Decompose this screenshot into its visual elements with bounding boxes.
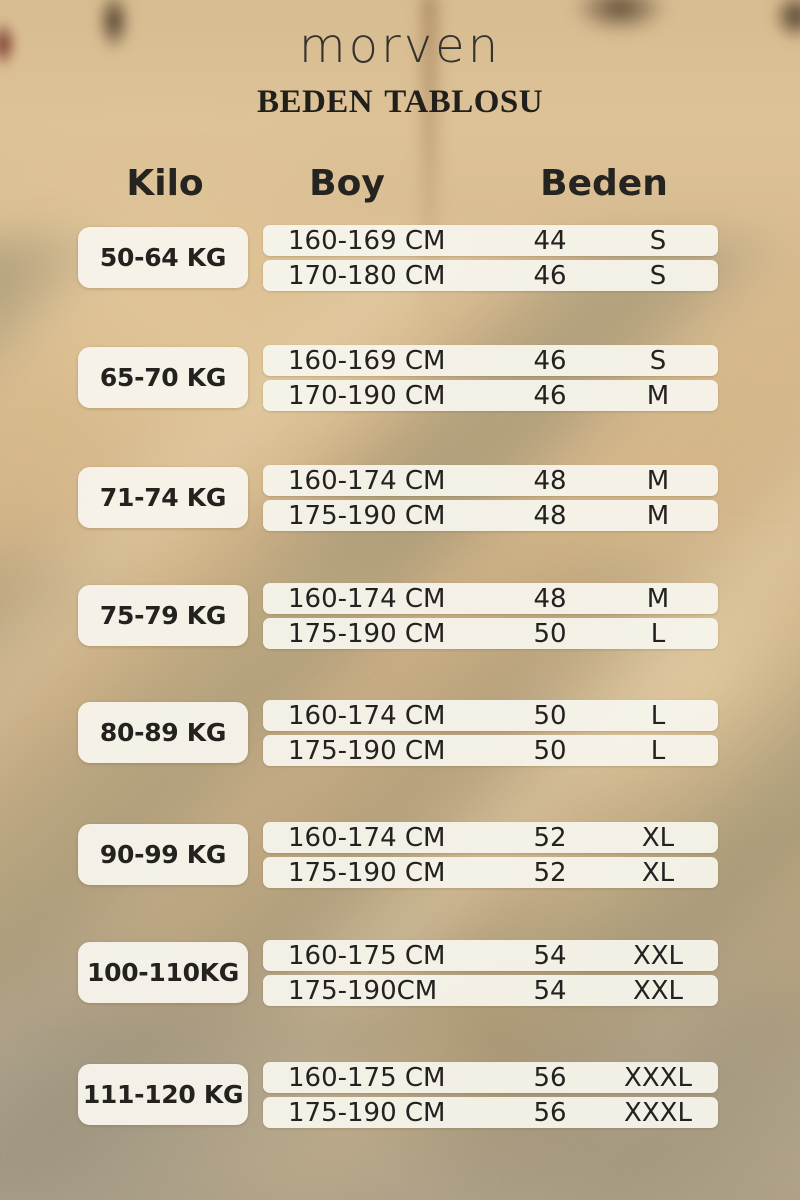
column-header-weight: Kilo xyxy=(126,163,204,204)
size-letter: L xyxy=(650,735,666,766)
table-row: 170-180 CM 46 S xyxy=(263,260,718,291)
size-number: 56 xyxy=(533,1062,567,1093)
table-row: 170-190 CM 46 M xyxy=(263,380,718,411)
height-range: 175-190CM xyxy=(288,975,438,1006)
size-letter: S xyxy=(649,225,667,256)
table-row: 160-174 CM 48 M xyxy=(263,583,718,614)
size-letter: S xyxy=(649,260,667,291)
size-letter: M xyxy=(646,380,670,411)
size-group: 65-70 KG 160-169 CM 46 S 170-190 CM 46 M xyxy=(0,345,800,411)
table-row: 160-175 CM 56 XXXL xyxy=(263,1062,718,1093)
table-row: 175-190 CM 56 XXXL xyxy=(263,1097,718,1128)
weight-range-pill: 100-110KG xyxy=(78,942,248,1003)
table-row: 160-174 CM 48 M xyxy=(263,465,718,496)
size-number: 48 xyxy=(533,500,567,531)
size-letter: XXXL xyxy=(624,1062,692,1093)
height-range: 160-169 CM xyxy=(288,345,446,376)
table-row: 160-174 CM 50 L xyxy=(263,700,718,731)
height-range: 160-175 CM xyxy=(288,1062,446,1093)
size-letter: L xyxy=(650,618,666,649)
weight-range-pill: 65-70 KG xyxy=(78,347,248,408)
height-range: 160-174 CM xyxy=(288,465,446,496)
table-row: 175-190 CM 52 XL xyxy=(263,857,718,888)
height-range: 175-190 CM xyxy=(288,735,446,766)
size-group: 75-79 KG 160-174 CM 48 M 175-190 CM 50 L xyxy=(0,583,800,649)
height-range: 160-175 CM xyxy=(288,940,446,971)
size-number: 46 xyxy=(533,260,567,291)
size-group: 111-120 KG 160-175 CM 56 XXXL 175-190 CM… xyxy=(0,1062,800,1128)
size-letter: XL xyxy=(641,822,675,853)
size-letter: L xyxy=(650,700,666,731)
height-range: 175-190 CM xyxy=(288,1097,446,1128)
height-range: 170-180 CM xyxy=(288,260,446,291)
weight-range-pill: 111-120 KG xyxy=(78,1064,248,1125)
size-letter: S xyxy=(649,345,667,376)
table-row: 160-169 CM 44 S xyxy=(263,225,718,256)
height-range: 160-174 CM xyxy=(288,822,446,853)
brand-logo-text: morven xyxy=(298,18,502,74)
height-range: 160-174 CM xyxy=(288,700,446,731)
column-header-size: Beden xyxy=(540,163,668,204)
size-number: 46 xyxy=(533,380,567,411)
height-range: 170-190 CM xyxy=(288,380,446,411)
table-row: 175-190 CM 48 M xyxy=(263,500,718,531)
weight-range-pill: 71-74 KG xyxy=(78,467,248,528)
size-number: 50 xyxy=(533,735,567,766)
size-letter: M xyxy=(646,583,670,614)
height-range: 175-190 CM xyxy=(288,500,446,531)
column-header-height: Boy xyxy=(309,163,385,204)
height-range: 160-169 CM xyxy=(288,225,446,256)
page-title: BEDEN TABLOSU xyxy=(256,84,544,120)
size-letter: XXL xyxy=(632,975,684,1006)
size-number: 54 xyxy=(533,975,567,1006)
height-range: 175-190 CM xyxy=(288,618,446,649)
table-row: 160-169 CM 46 S xyxy=(263,345,718,376)
table-row: 160-174 CM 52 XL xyxy=(263,822,718,853)
weight-range-pill: 75-79 KG xyxy=(78,585,248,646)
weight-range-pill: 80-89 KG xyxy=(78,702,248,763)
blurred-garment-shape xyxy=(0,95,390,525)
size-group: 50-64 KG 160-169 CM 44 S 170-180 CM 46 S xyxy=(0,225,800,291)
table-row: 175-190CM 54 XXL xyxy=(263,975,718,1006)
size-number: 48 xyxy=(533,583,567,614)
size-number: 48 xyxy=(533,465,567,496)
size-group: 90-99 KG 160-174 CM 52 XL 175-190 CM 52 … xyxy=(0,822,800,888)
size-group: 80-89 KG 160-174 CM 50 L 175-190 CM 50 L xyxy=(0,700,800,766)
size-letter: XXXL xyxy=(624,1097,692,1128)
height-range: 175-190 CM xyxy=(288,857,446,888)
size-group: 100-110KG 160-175 CM 54 XXL 175-190CM 54… xyxy=(0,940,800,1006)
size-number: 52 xyxy=(533,822,567,853)
table-row: 175-190 CM 50 L xyxy=(263,618,718,649)
weight-range-pill: 50-64 KG xyxy=(78,227,248,288)
table-row: 175-190 CM 50 L xyxy=(263,735,718,766)
weight-range-pill: 90-99 KG xyxy=(78,824,248,885)
table-row: 160-175 CM 54 XXL xyxy=(263,940,718,971)
size-number: 52 xyxy=(533,857,567,888)
size-number: 50 xyxy=(533,700,567,731)
size-letter: XXL xyxy=(632,940,684,971)
size-group: 71-74 KG 160-174 CM 48 M 175-190 CM 48 M xyxy=(0,465,800,531)
size-letter: M xyxy=(646,500,670,531)
height-range: 160-174 CM xyxy=(288,583,446,614)
size-letter: M xyxy=(646,465,670,496)
size-number: 50 xyxy=(533,618,567,649)
size-number: 46 xyxy=(533,345,567,376)
size-number: 44 xyxy=(533,225,567,256)
size-number: 54 xyxy=(533,940,567,971)
size-letter: XL xyxy=(641,857,675,888)
size-number: 56 xyxy=(533,1097,567,1128)
